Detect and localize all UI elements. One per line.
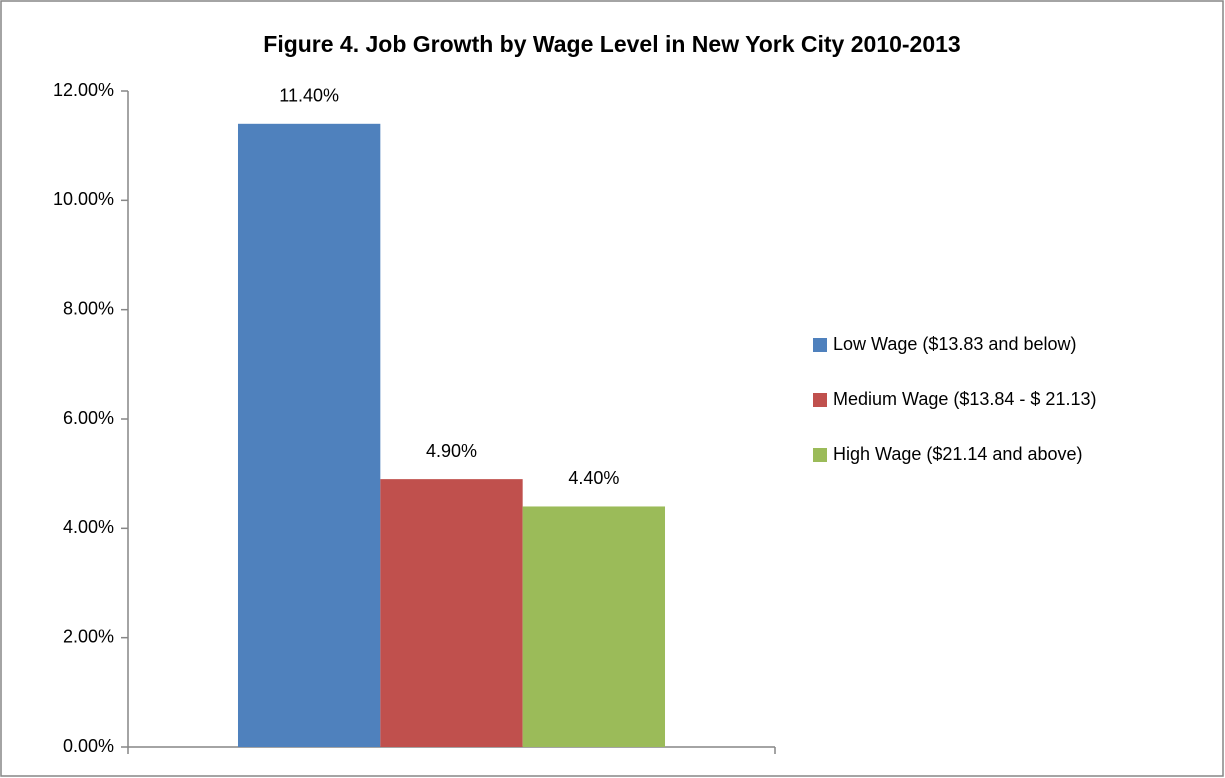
bar [237, 123, 381, 748]
data-label: 4.90% [426, 441, 477, 461]
legend-swatch [813, 393, 827, 407]
bar [522, 506, 666, 747]
data-label: 4.40% [568, 468, 619, 488]
y-tick-label: 10.00% [53, 189, 114, 209]
legend-swatch [813, 338, 827, 352]
data-label: 11.40% [279, 86, 339, 106]
y-tick-label: 6.00% [63, 408, 114, 428]
bar [380, 479, 523, 747]
legend-label: High Wage ($21.14 and above) [833, 444, 1083, 464]
chart-title: Figure 4. Job Growth by Wage Level in Ne… [263, 31, 960, 57]
y-tick-label: 4.00% [63, 517, 114, 537]
y-tick-label: 12.00% [53, 80, 114, 100]
legend-label: Low Wage ($13.83 and below) [833, 334, 1076, 354]
legend-swatch [813, 448, 827, 462]
y-tick-label: 0.00% [63, 736, 114, 756]
y-tick-label: 8.00% [63, 298, 114, 318]
y-tick-label: 2.00% [63, 626, 114, 646]
legend-label: Medium Wage ($13.84 - $ 21.13) [833, 389, 1096, 409]
